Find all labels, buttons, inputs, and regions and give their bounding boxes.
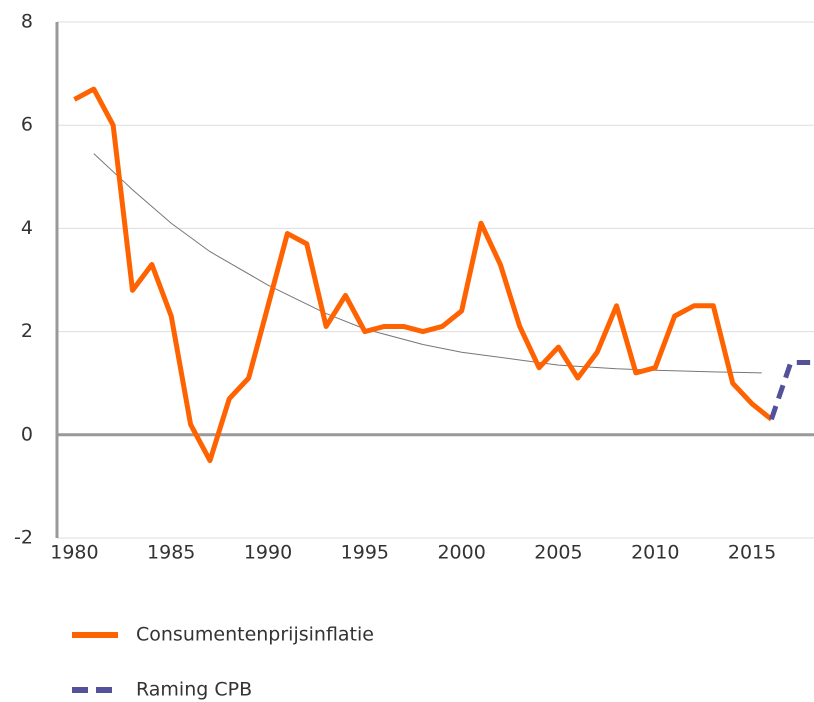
x-tick-label: 1985	[147, 542, 195, 564]
legend-label: Consumentenprijsinflatie	[136, 624, 374, 646]
x-tick-label: 2010	[631, 542, 679, 564]
x-tick-label: 1980	[50, 542, 98, 564]
x-tick-label: 2015	[728, 542, 776, 564]
y-tick-label: 4	[21, 217, 33, 239]
series-line	[73, 86, 773, 464]
x-tick-label: 1995	[341, 542, 389, 564]
y-tick-label: 8	[21, 11, 33, 33]
y-tick-label: -2	[14, 527, 33, 549]
series-line	[769, 360, 811, 421]
x-tick-label: 2000	[437, 542, 485, 564]
x-tick-label: 2005	[534, 542, 582, 564]
legend-label: Raming CPB	[136, 679, 252, 701]
y-tick-label: 0	[21, 423, 33, 445]
y-tick-label: 2	[21, 320, 33, 342]
y-tick-label: 6	[21, 114, 33, 136]
series-line	[93, 153, 762, 374]
x-tick-label: 1990	[244, 542, 292, 564]
